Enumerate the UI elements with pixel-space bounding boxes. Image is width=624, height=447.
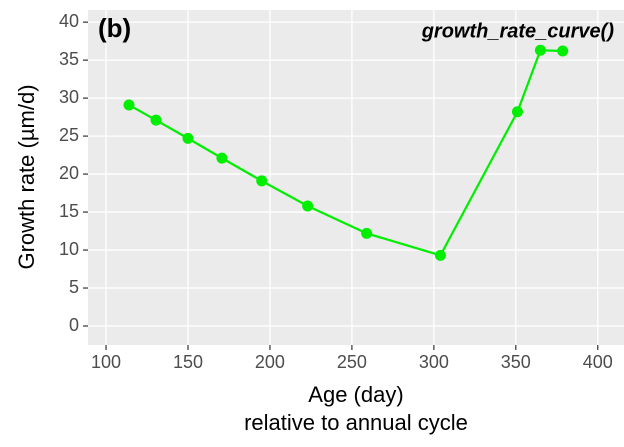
point xyxy=(123,99,135,111)
y-tick-label: 0 xyxy=(69,315,79,335)
y-tick-label: 15 xyxy=(59,201,79,221)
x-tick-label: 400 xyxy=(583,352,613,372)
point xyxy=(182,132,194,144)
y-tick-label: 5 xyxy=(69,277,79,297)
point xyxy=(150,114,162,126)
x-axis-label: relative to annual cycle xyxy=(244,410,468,435)
panel-tag: (b) xyxy=(98,13,131,43)
x-tick-label: 100 xyxy=(91,352,121,372)
y-tick-label: 10 xyxy=(59,239,79,259)
point xyxy=(511,106,523,118)
x-axis-label: Age (day) xyxy=(308,382,403,407)
y-tick-label: 30 xyxy=(59,87,79,107)
y-tick-label: 20 xyxy=(59,163,79,183)
x-tick-label: 200 xyxy=(255,352,285,372)
point xyxy=(434,249,446,261)
x-tick-label: 350 xyxy=(501,352,531,372)
y-tick-label: 25 xyxy=(59,125,79,145)
y-tick-label: 35 xyxy=(59,49,79,69)
y-axis-label: Growth rate (µm/d) xyxy=(14,84,39,269)
point xyxy=(256,175,268,187)
annotation: growth_rate_curve() xyxy=(421,20,615,42)
x-tick-label: 150 xyxy=(173,352,203,372)
y-tick-label: 40 xyxy=(59,11,79,31)
point xyxy=(216,152,228,164)
x-tick-label: 300 xyxy=(419,352,449,372)
point xyxy=(534,44,546,56)
point xyxy=(302,200,314,212)
point xyxy=(361,227,373,239)
x-tick-label: 250 xyxy=(337,352,367,372)
point xyxy=(557,45,569,57)
